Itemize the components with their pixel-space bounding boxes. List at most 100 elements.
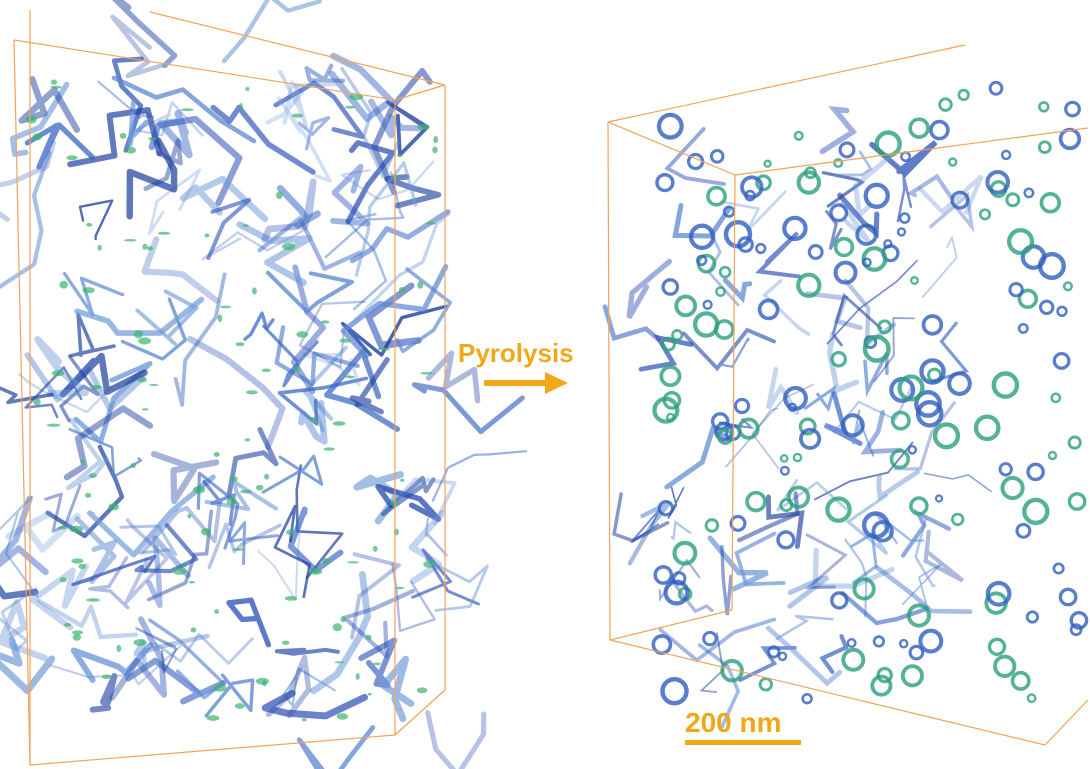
green-spot (339, 339, 351, 343)
green-spot (82, 287, 94, 293)
ring (843, 650, 863, 670)
ring (911, 277, 918, 284)
ring (1025, 189, 1033, 197)
ring (1052, 394, 1060, 402)
green-spot (218, 314, 223, 322)
green-spot (293, 367, 300, 373)
green-spot (282, 641, 290, 645)
green-spot (368, 693, 372, 696)
ring (903, 666, 922, 685)
green-spot (256, 678, 269, 685)
strand (224, 0, 320, 61)
ring (994, 374, 1017, 397)
ring (877, 133, 900, 156)
ring (1013, 673, 1029, 689)
green-spot (214, 609, 219, 614)
green-spot (86, 223, 92, 227)
scale-bar (685, 740, 801, 745)
box-edge (1045, 700, 1088, 745)
ring (760, 679, 771, 690)
green-spot (321, 320, 330, 323)
ring (1058, 307, 1067, 316)
green-spot (142, 244, 147, 250)
green-spot (397, 154, 403, 157)
green-spot (214, 684, 227, 692)
green-spot (373, 546, 378, 552)
strand (268, 273, 352, 312)
strand (806, 388, 834, 408)
ring (1002, 151, 1010, 159)
green-spot (252, 287, 257, 294)
ring (1003, 478, 1023, 498)
green-spot (116, 645, 121, 652)
green-spot (214, 452, 220, 457)
green-spot (85, 493, 91, 498)
ring (995, 657, 1014, 676)
ring (779, 653, 786, 660)
green-spot (47, 424, 60, 427)
ring (831, 205, 847, 221)
strand (277, 650, 338, 654)
ring (1069, 494, 1084, 509)
green-spot (173, 568, 187, 575)
strand (77, 300, 201, 334)
green-spot (138, 377, 147, 382)
green-spot (235, 703, 245, 709)
green-spot (356, 673, 360, 680)
green-spot (242, 224, 249, 227)
ring (708, 188, 725, 205)
green-spot (51, 80, 57, 85)
ring (990, 639, 1005, 654)
green-spot (205, 234, 210, 238)
green-spot (264, 474, 269, 480)
green-spot (282, 243, 295, 250)
green-spot (227, 498, 237, 506)
green-spot (59, 281, 68, 289)
ring (1039, 142, 1050, 153)
box-edge (608, 45, 965, 122)
ring (940, 99, 952, 111)
box-edge (150, 12, 445, 85)
green-spot (60, 577, 67, 582)
strand (70, 110, 159, 164)
green-spot (426, 222, 436, 225)
ring (735, 399, 748, 412)
ring (676, 297, 695, 316)
ring (1028, 464, 1043, 479)
green-spot (366, 405, 371, 408)
green-spot (149, 384, 158, 386)
green-spot (335, 661, 345, 663)
box-edge (608, 122, 735, 175)
process-label: Pyrolysis (458, 338, 574, 368)
ring (924, 316, 942, 334)
strand (923, 238, 957, 297)
box-edge (608, 122, 610, 640)
ring (1024, 500, 1047, 523)
strand (777, 616, 833, 639)
ring (659, 115, 682, 138)
ring (795, 132, 803, 140)
ring (1017, 524, 1030, 537)
green-spot (189, 581, 195, 584)
green-spot (33, 133, 42, 140)
green-spot (98, 245, 102, 251)
ring (1049, 452, 1056, 459)
green-spot (64, 623, 72, 627)
green-spot (73, 634, 81, 641)
green-spot (239, 103, 243, 110)
ring (695, 313, 717, 335)
strand (765, 281, 809, 335)
ring (949, 373, 970, 394)
strand (808, 294, 861, 328)
green-spot (102, 675, 111, 680)
green-spot (70, 526, 84, 533)
green-spot (236, 342, 245, 346)
green-spot (341, 616, 347, 622)
green-spot (124, 239, 137, 242)
green-spot (71, 558, 83, 563)
box-edge (14, 40, 395, 100)
box-edge (732, 175, 735, 610)
strand (433, 451, 526, 501)
ring (809, 246, 822, 259)
green-spot (108, 503, 119, 510)
